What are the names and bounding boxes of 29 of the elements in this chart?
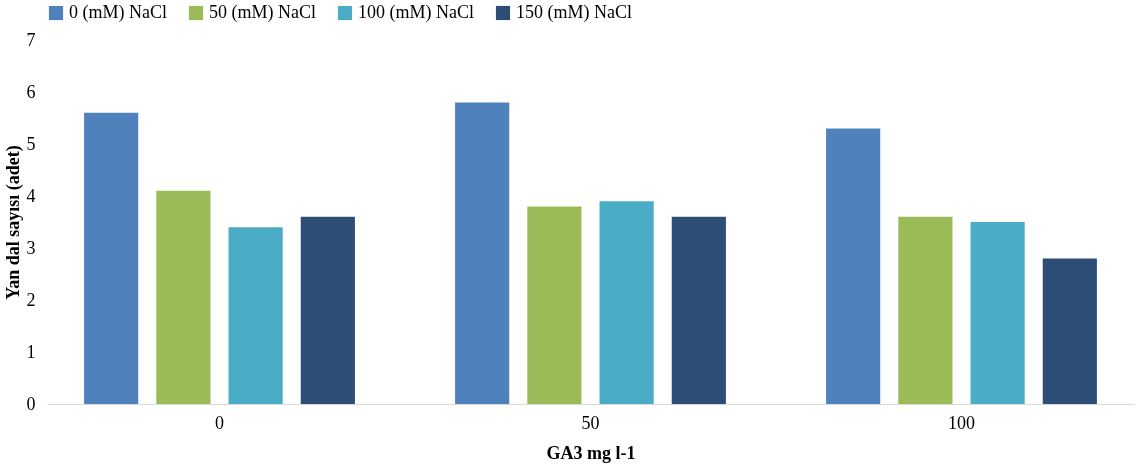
y-tick-label: 6 bbox=[26, 81, 36, 102]
bar bbox=[671, 216, 726, 404]
bar bbox=[970, 222, 1025, 404]
legend-label: 0 (mM) NaCl bbox=[69, 2, 167, 23]
legend-label: 50 (mM) NaCl bbox=[209, 2, 316, 23]
bar bbox=[1042, 258, 1097, 404]
y-axis-title: Yan dal sayısı (adet) bbox=[2, 145, 24, 300]
bar bbox=[84, 112, 139, 404]
bar bbox=[826, 128, 881, 404]
legend-label: 100 (mM) NaCl bbox=[358, 2, 474, 23]
bar bbox=[599, 201, 654, 404]
bar bbox=[527, 206, 582, 404]
legend-label: 150 (mM) NaCl bbox=[516, 2, 632, 23]
x-tick-label: 0 bbox=[215, 412, 225, 433]
y-tick-label: 2 bbox=[26, 289, 36, 310]
bar bbox=[228, 227, 283, 404]
y-tick-label: 1 bbox=[26, 341, 36, 362]
y-tick-label: 7 bbox=[26, 29, 36, 50]
bar bbox=[300, 216, 355, 404]
y-tick-label: 4 bbox=[26, 185, 36, 206]
bar bbox=[455, 102, 510, 404]
bar bbox=[898, 216, 953, 404]
bar bbox=[156, 190, 211, 404]
x-axis-title: GA3 mg l-1 bbox=[546, 442, 636, 463]
x-tick-label: 100 bbox=[947, 412, 975, 433]
y-tick-label: 5 bbox=[26, 133, 36, 154]
y-tick-label: 3 bbox=[26, 237, 36, 258]
x-tick-label: 50 bbox=[581, 412, 600, 433]
y-tick-label: 0 bbox=[26, 393, 36, 414]
